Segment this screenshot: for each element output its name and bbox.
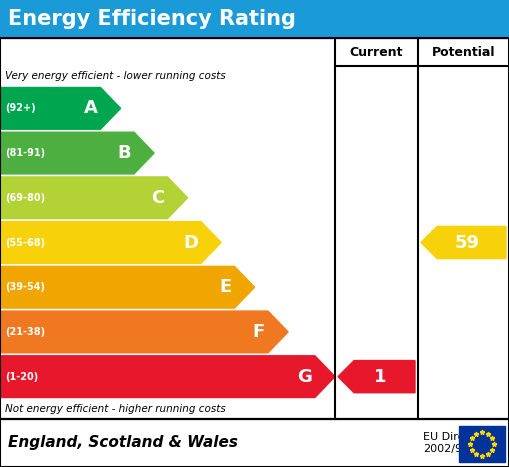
Text: England, Scotland & Wales: England, Scotland & Wales xyxy=(8,436,238,451)
Polygon shape xyxy=(0,356,335,397)
Bar xyxy=(0,38,509,419)
Polygon shape xyxy=(0,177,188,219)
Polygon shape xyxy=(421,226,506,259)
Polygon shape xyxy=(0,266,254,308)
Text: A: A xyxy=(83,99,98,117)
Text: Potential: Potential xyxy=(432,45,495,58)
Text: (81-91): (81-91) xyxy=(5,148,45,158)
Text: D: D xyxy=(183,234,198,252)
Bar xyxy=(0,0,509,38)
Text: 59: 59 xyxy=(455,234,480,252)
Text: (92+): (92+) xyxy=(5,103,36,113)
Text: (39-54): (39-54) xyxy=(5,282,45,292)
Text: (1-20): (1-20) xyxy=(5,372,38,382)
Text: E: E xyxy=(219,278,232,296)
Polygon shape xyxy=(0,311,288,353)
Text: EU Directive: EU Directive xyxy=(423,432,492,442)
Text: 1: 1 xyxy=(374,368,387,386)
Text: 2002/91/EC: 2002/91/EC xyxy=(423,444,488,454)
Polygon shape xyxy=(0,87,121,129)
Text: (21-38): (21-38) xyxy=(5,327,45,337)
Bar xyxy=(0,419,509,467)
Text: B: B xyxy=(118,144,131,162)
Text: G: G xyxy=(297,368,312,386)
Text: Energy Efficiency Rating: Energy Efficiency Rating xyxy=(8,9,296,29)
Polygon shape xyxy=(0,132,154,174)
Text: Very energy efficient - lower running costs: Very energy efficient - lower running co… xyxy=(5,71,226,81)
Polygon shape xyxy=(338,361,415,393)
Text: F: F xyxy=(253,323,265,341)
Text: (69-80): (69-80) xyxy=(5,193,45,203)
Text: Not energy efficient - higher running costs: Not energy efficient - higher running co… xyxy=(5,404,226,414)
Text: C: C xyxy=(151,189,164,207)
Text: Current: Current xyxy=(350,45,403,58)
Polygon shape xyxy=(0,222,221,263)
Bar xyxy=(459,426,505,462)
Text: (55-68): (55-68) xyxy=(5,238,45,248)
